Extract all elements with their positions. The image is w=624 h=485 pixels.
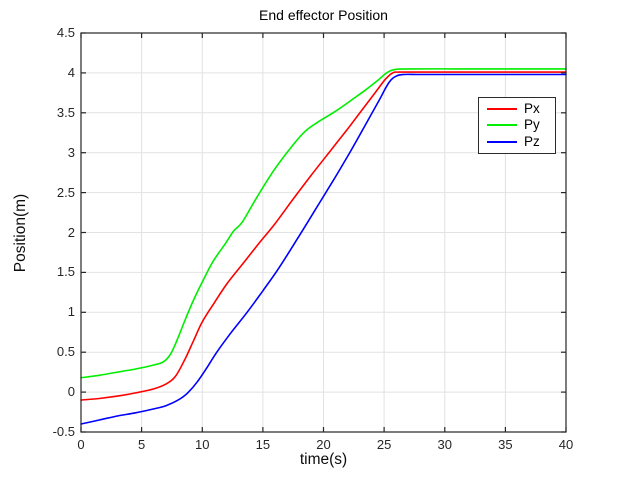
x-tick-label: 35 <box>498 437 513 452</box>
y-tick-label: 1.5 <box>56 264 75 280</box>
legend-item-px: Px <box>487 101 551 117</box>
y-tick-label: 2 <box>67 224 75 240</box>
legend-line-sample-pz <box>487 140 517 143</box>
y-tick-label: 1 <box>67 304 75 320</box>
y-tick-label: 2.5 <box>56 184 75 200</box>
chart-title: End effector Position <box>259 7 388 23</box>
x-tick-label: 0 <box>77 437 85 452</box>
y-tick-label: 3 <box>67 144 75 160</box>
legend-label: Py <box>524 117 540 133</box>
legend-label: Px <box>524 101 540 117</box>
y-tick-label: 0 <box>67 384 75 400</box>
legend-line-sample-px <box>487 108 517 111</box>
legend-item-py: Py <box>487 117 551 133</box>
x-tick-label: 30 <box>437 437 452 452</box>
series-line-pz <box>80 73 567 425</box>
y-tick-label: 3.5 <box>56 104 75 120</box>
y-tick-label: 4.5 <box>56 25 75 40</box>
series-line-px <box>80 71 567 401</box>
y-axis-label: Position(m) <box>12 193 29 273</box>
x-tick-label: 20 <box>316 437 331 452</box>
series-line-py <box>80 68 567 379</box>
x-tick-label: 15 <box>255 437 271 452</box>
legend-label: Pz <box>524 133 540 149</box>
legend-item-pz: Pz <box>487 134 551 150</box>
x-tick-label: 5 <box>138 437 146 452</box>
x-tick-label: 10 <box>195 437 210 452</box>
legend-line-sample-py <box>487 124 517 127</box>
x-axis-label: time(s) <box>299 451 348 468</box>
x-tick-label: 25 <box>376 437 392 452</box>
y-tick-label: -0.5 <box>52 424 75 439</box>
x-tick-label: 40 <box>558 437 574 452</box>
y-tick-label: 4 <box>67 64 75 80</box>
legend[interactable]: Px Py Pz <box>478 97 556 154</box>
y-tick-label: 0.5 <box>56 344 75 360</box>
